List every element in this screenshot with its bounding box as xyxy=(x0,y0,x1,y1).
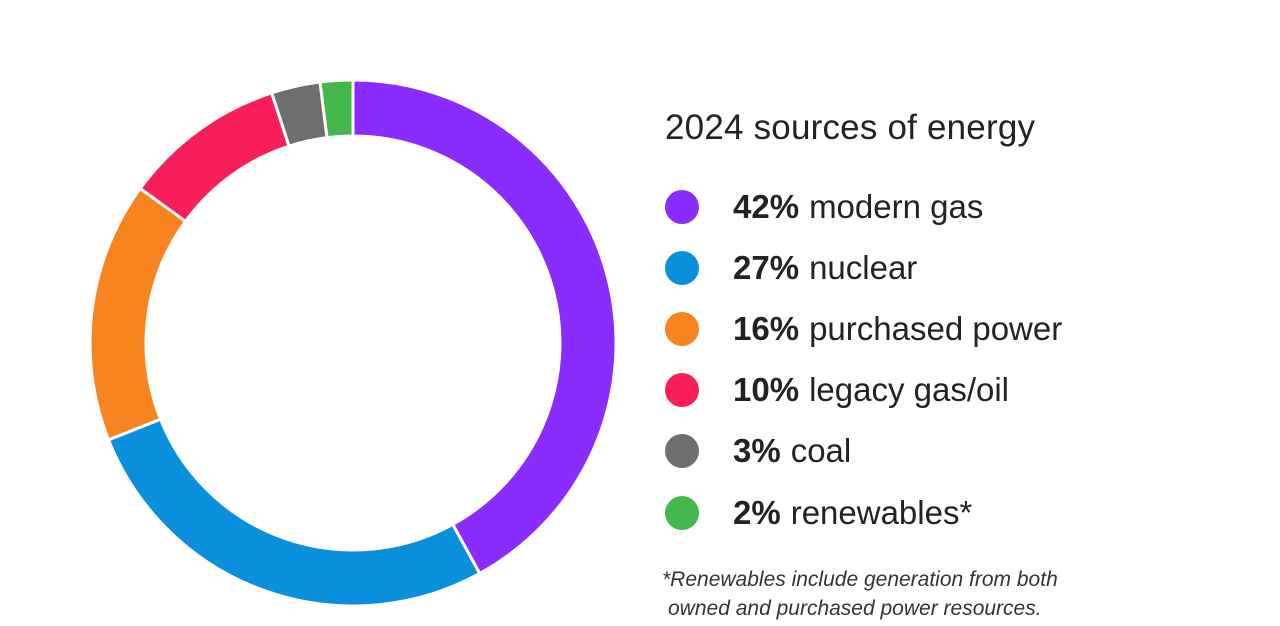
legend-label: legacy gas/oil xyxy=(809,371,1010,409)
legend-swatch-purchased-power xyxy=(665,311,699,346)
legend-item-purchased-power: 16% purchased power xyxy=(665,298,1062,359)
legend-label: nuclear xyxy=(809,248,918,286)
legend-swatch-renewables xyxy=(665,495,699,530)
footnote-line: *Renewables include generation from both xyxy=(662,568,1058,591)
legend-percent: 2% xyxy=(733,493,781,531)
legend-label: coal xyxy=(790,432,852,470)
legend-label: renewables* xyxy=(790,493,973,531)
legend-item-renewables: 2% renewables* xyxy=(665,482,1062,543)
donut-chart xyxy=(88,78,618,608)
donut-slice-legacy-gas-oil xyxy=(138,90,291,224)
footnote-line: owned and purchased power resources. xyxy=(668,597,1042,620)
legend-item-nuclear: 27% nuclear xyxy=(665,237,1062,298)
donut-slice-nuclear xyxy=(106,417,482,608)
legend-label: purchased power xyxy=(809,309,1063,347)
legend-swatch-legacy-gas-oil xyxy=(665,373,699,408)
legend-percent: 27% xyxy=(733,248,800,286)
legend-item-modern-gas: 42% modern gas xyxy=(665,176,1062,237)
legend-item-legacy-gas-oil: 10% legacy gas/oil xyxy=(665,360,1062,421)
legend-swatch-nuclear xyxy=(665,250,699,285)
donut-slice-modern-gas xyxy=(351,78,618,576)
donut-slice-renewables xyxy=(318,78,355,140)
legend-percent: 16% xyxy=(733,309,800,347)
footnote: *Renewables include generation from both… xyxy=(662,565,1058,623)
legend-list: 42% modern gas 27% nuclear 16% purchased… xyxy=(665,176,1062,543)
legend-label: modern gas xyxy=(809,187,984,225)
legend-percent: 42% xyxy=(733,187,800,225)
legend-item-coal: 3% coal xyxy=(665,421,1062,482)
legend-percent: 10% xyxy=(733,371,800,409)
legend: 2024 sources of energy 42% modern gas 27… xyxy=(665,108,1062,543)
legend-swatch-modern-gas xyxy=(665,189,699,224)
legend-swatch-coal xyxy=(665,434,699,469)
donut-slice-purchased-power xyxy=(88,186,188,442)
chart-title: 2024 sources of energy xyxy=(665,108,1036,147)
legend-percent: 3% xyxy=(733,432,781,470)
